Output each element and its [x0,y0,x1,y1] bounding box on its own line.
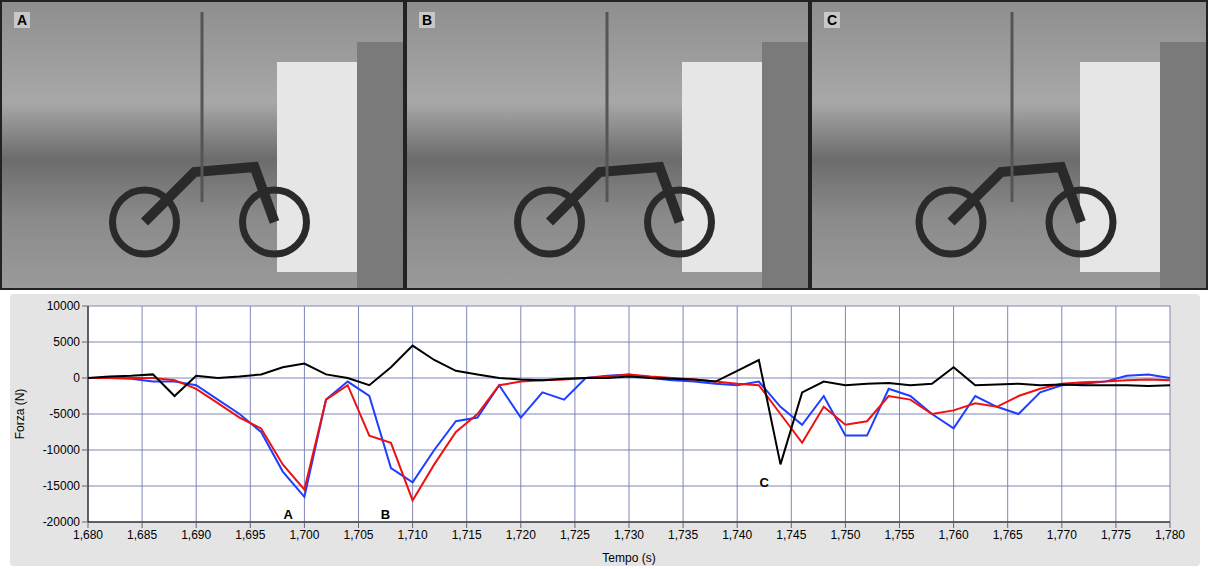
svg-text:1,725: 1,725 [560,528,590,542]
svg-text:1,705: 1,705 [343,528,373,542]
svg-text:A: A [283,507,293,522]
svg-text:1,760: 1,760 [939,528,969,542]
svg-text:B: B [381,507,390,522]
svg-text:1,710: 1,710 [398,528,428,542]
svg-text:1,765: 1,765 [993,528,1023,542]
svg-text:1,690: 1,690 [181,528,211,542]
svg-text:0: 0 [73,371,80,385]
svg-text:5000: 5000 [53,335,80,349]
svg-text:1,720: 1,720 [506,528,536,542]
svg-text:-5000: -5000 [49,407,80,421]
svg-text:10000: 10000 [47,299,81,313]
svg-text:-10000: -10000 [43,443,81,457]
svg-text:-15000: -15000 [43,479,81,493]
svg-text:Tempo (s): Tempo (s) [602,551,655,565]
svg-text:1,770: 1,770 [1047,528,1077,542]
svg-text:1,755: 1,755 [884,528,914,542]
html-text:B: B [422,12,433,28]
svg-text:1,685: 1,685 [127,528,157,542]
svg-text:Forza (N): Forza (N) [13,389,27,440]
html-text:A: A [17,12,28,28]
svg-text:1,730: 1,730 [614,528,644,542]
svg-text:1,695: 1,695 [235,528,265,542]
svg-text:1,780: 1,780 [1155,528,1185,542]
html-text:C: C [827,12,838,28]
svg-text:1,745: 1,745 [776,528,806,542]
svg-text:1,735: 1,735 [668,528,698,542]
svg-text:-20000: -20000 [43,515,81,529]
svg-text:C: C [760,475,770,490]
svg-text:1,700: 1,700 [289,528,319,542]
svg-text:1,775: 1,775 [1101,528,1131,542]
svg-text:1,740: 1,740 [722,528,752,542]
svg-text:1,750: 1,750 [830,528,860,542]
svg-text:1,715: 1,715 [452,528,482,542]
svg-text:1,680: 1,680 [73,528,103,542]
